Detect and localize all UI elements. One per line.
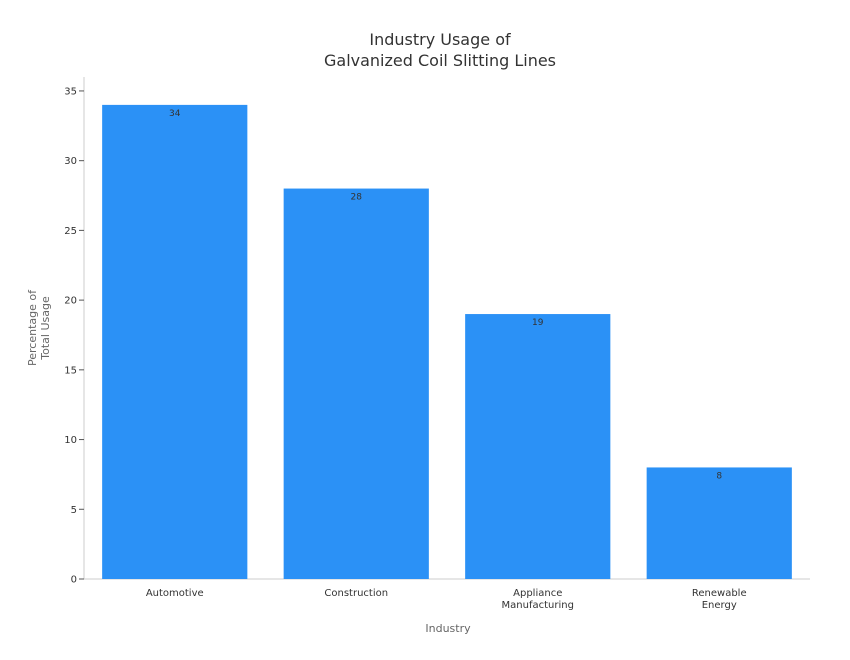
chart-title: Industry Usage of Galvanized Coil Slittin… [324, 30, 556, 70]
x-tick-label: Construction [324, 588, 388, 599]
x-tick-label: Manufacturing [502, 600, 574, 611]
y-tick-label: 10 [64, 435, 77, 446]
x-tick-label: Energy [702, 600, 737, 611]
y-tick-label: 30 [64, 156, 77, 167]
y-tick-label: 15 [64, 365, 77, 376]
x-tick-label: Renewable [692, 588, 747, 599]
y-tick-label: 5 [71, 505, 77, 516]
y-axis-title-line: Total Usage [39, 296, 52, 361]
y-tick-label: 0 [71, 575, 77, 586]
bar [646, 467, 792, 579]
bar-data-label: 8 [716, 471, 722, 481]
bar [465, 314, 611, 579]
y-axis: 0 5 10 15 20 25 30 35 [64, 77, 85, 586]
y-tick-label: 20 [64, 296, 77, 307]
bar-labels-group: 34 28 19 8 [169, 109, 722, 482]
x-axis: Automotive Construction ApplianceManufactu… [84, 578, 810, 611]
bars-group [102, 104, 792, 580]
y-tick-label: 25 [64, 226, 77, 237]
x-tick-label: Automotive [146, 588, 204, 599]
bar-data-label: 34 [169, 109, 181, 119]
bar [102, 104, 248, 579]
y-tick-label: 35 [64, 86, 77, 97]
bar-data-label: 19 [532, 318, 544, 328]
y-axis-title-line: Percentage of [26, 289, 39, 366]
x-tick-label: Appliance [513, 588, 562, 599]
x-axis-title: Industry [425, 622, 471, 635]
chart-title-line: Galvanized Coil Slitting Lines [324, 51, 556, 70]
chart-title-line: Industry Usage of [369, 30, 511, 49]
bar-data-label: 28 [351, 193, 363, 203]
bar [283, 188, 429, 580]
y-axis-title: Percentage of Total Usage [26, 289, 52, 366]
